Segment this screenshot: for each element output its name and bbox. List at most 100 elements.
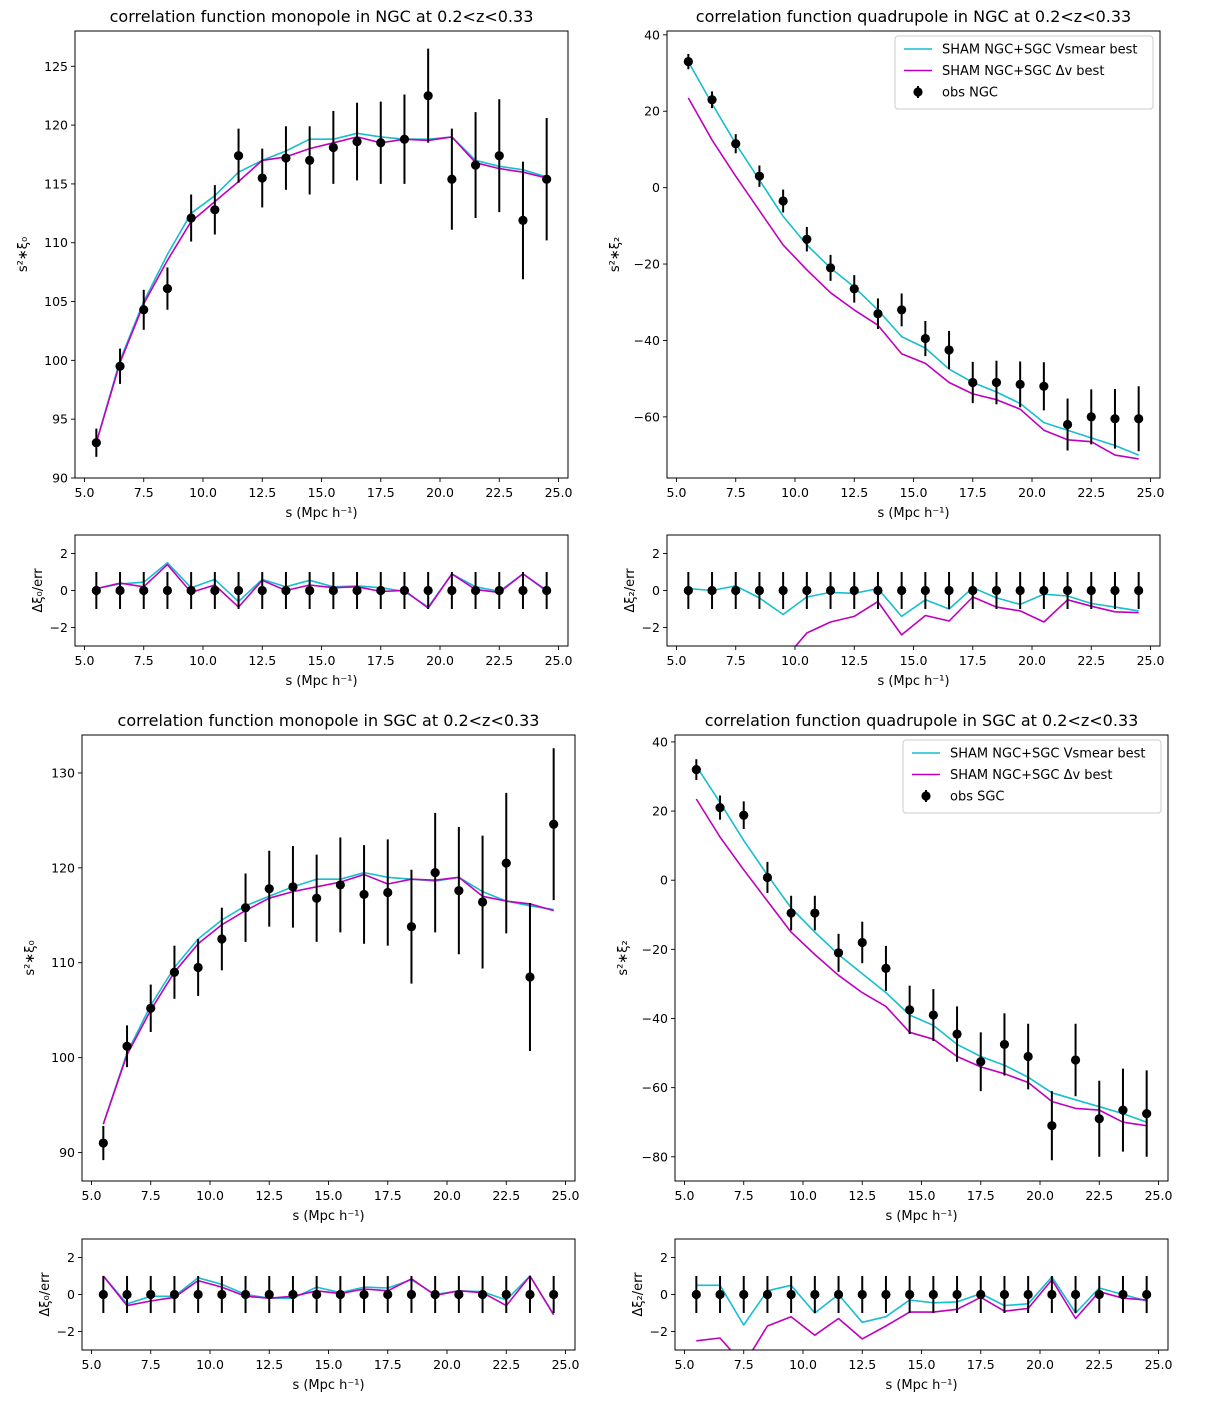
x-tick-label: 5.0	[82, 1188, 102, 1203]
x-tick-label: 25.0	[545, 485, 573, 500]
x-tick-label: 12.5	[248, 485, 276, 500]
data-point	[122, 1041, 132, 1051]
x-tick-label: 15.0	[308, 485, 336, 500]
data-point	[1118, 1289, 1128, 1300]
x-axis-label: s (Mpc h⁻¹)	[877, 674, 949, 689]
axes-frame	[666, 534, 1161, 647]
chart-title: correlation function monopole in NGC at …	[110, 7, 534, 26]
data-point	[928, 1010, 938, 1020]
data-point	[739, 1289, 749, 1300]
x-tick-label: 17.5	[967, 1188, 995, 1203]
data-point	[240, 903, 251, 913]
legend-marker-swatch	[913, 87, 923, 97]
data-point	[778, 585, 788, 596]
data-point	[423, 585, 433, 596]
data-point	[999, 1039, 1010, 1050]
y-tick-label: 20	[644, 104, 660, 119]
x-tick-label: 15.0	[900, 653, 928, 668]
data-point	[122, 1289, 132, 1300]
axes-frame	[74, 30, 569, 479]
data-point	[494, 151, 504, 161]
legend-frame	[902, 739, 1162, 814]
x-tick-label: 17.5	[367, 485, 395, 500]
x-tick-label: 20.0	[1026, 1188, 1054, 1203]
data-point	[1023, 1051, 1033, 1062]
plot-area	[91, 48, 552, 457]
data-point	[683, 585, 693, 596]
x-tick-label: 7.5	[141, 1188, 161, 1203]
data-point	[281, 153, 291, 163]
data-point	[691, 764, 701, 775]
axes-frame	[81, 1238, 576, 1351]
x-tick-label: 10.0	[189, 485, 217, 500]
data-point	[1070, 1055, 1081, 1065]
legend: SHAM NGC+SGC Vsmear best SHAM NGC+SGC Δv …	[894, 35, 1154, 110]
y-tick-label: 0	[660, 1287, 668, 1302]
data-point	[447, 174, 457, 184]
x-tick-label: 7.5	[134, 653, 154, 668]
data-point	[399, 134, 410, 144]
x-tick-label: 12.5	[840, 485, 868, 500]
data-point	[217, 1289, 227, 1300]
data-point	[169, 1289, 180, 1300]
data-point	[1142, 1289, 1152, 1300]
data-point	[454, 886, 464, 896]
x-tick-label: 17.5	[374, 1188, 402, 1203]
y-axis-label: s²∗ξ₀	[23, 940, 38, 975]
y-tick-label: −2	[650, 1324, 668, 1339]
data-point	[210, 585, 220, 596]
data-point	[518, 585, 528, 596]
chart-5: 5.0 7.5 10.0 12.5 15.0 17.5 20.0 22.5 25.0 −2 0 2 s …	[38, 1238, 579, 1393]
data-point	[139, 585, 149, 596]
data-point	[873, 585, 883, 596]
x-tick-label: 17.5	[967, 1357, 995, 1372]
data-point	[257, 173, 267, 183]
data-point	[802, 234, 812, 244]
x-tick-label: 10.0	[789, 1357, 817, 1372]
data-point	[193, 1289, 203, 1300]
data-point	[335, 1289, 345, 1300]
x-tick-label: 5.0	[75, 485, 95, 500]
data-point	[281, 585, 291, 596]
chart-title: correlation function quadrupole in NGC a…	[696, 7, 1131, 26]
data-point	[1023, 1289, 1033, 1300]
x-tick-label: 25.0	[552, 1188, 580, 1203]
x-tick-label: 7.5	[134, 485, 154, 500]
series-line-vsmear	[687, 61, 1140, 456]
data-point	[312, 1289, 322, 1300]
data-point	[305, 155, 315, 165]
x-tick-label: 20.0	[1018, 653, 1046, 668]
axes-frame	[674, 734, 1169, 1182]
x-axis-label: s (Mpc h⁻¹)	[877, 506, 949, 521]
x-axis-label: s (Mpc h⁻¹)	[285, 506, 357, 521]
x-tick-label: 12.5	[248, 653, 276, 668]
x-tick-label: 22.5	[485, 653, 513, 668]
data-point	[873, 309, 883, 319]
data-point	[312, 893, 322, 903]
data-point	[352, 585, 362, 596]
data-point	[1110, 585, 1120, 596]
y-tick-label: 110	[44, 235, 68, 250]
x-tick-label: 12.5	[255, 1188, 283, 1203]
data-point	[139, 305, 149, 315]
data-point	[193, 962, 203, 973]
y-tick-label: −20	[642, 942, 668, 957]
x-tick-label: 7.5	[726, 485, 746, 500]
y-axis-label: Δξ₂/err	[631, 1272, 646, 1317]
x-tick-label: 17.5	[374, 1357, 402, 1372]
data-point	[115, 361, 125, 371]
data-point	[762, 1289, 773, 1300]
plot-area	[691, 759, 1152, 1161]
x-axis-label: s (Mpc h⁻¹)	[285, 674, 357, 689]
y-tick-label: 0	[652, 180, 660, 195]
x-tick-label: 5.0	[75, 653, 95, 668]
x-tick-label: 17.5	[959, 653, 987, 668]
x-tick-label: 7.5	[734, 1357, 754, 1372]
data-point	[549, 819, 559, 829]
data-point	[146, 1289, 156, 1300]
y-axis-label: s²∗ξ₂	[616, 940, 631, 975]
data-point	[376, 138, 386, 148]
legend-entry: SHAM NGC+SGC Δv best	[950, 768, 1112, 783]
y-axis-label: Δξ₂/err	[623, 568, 638, 613]
legend-entry: SHAM NGC+SGC Vsmear best	[950, 747, 1145, 762]
